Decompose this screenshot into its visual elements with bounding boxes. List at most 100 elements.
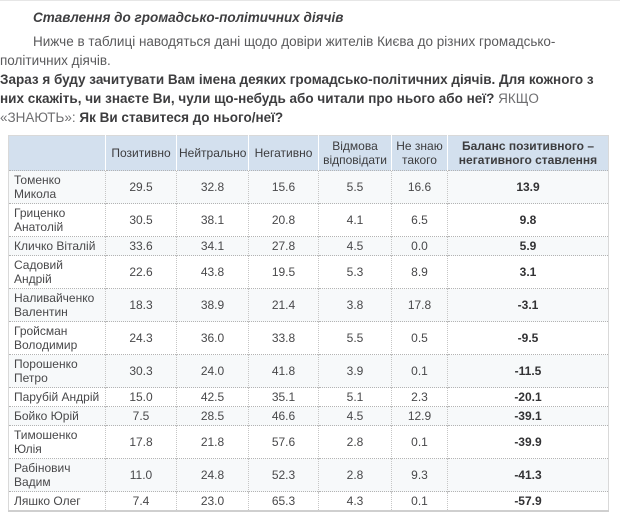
cell-person-name: Наливайченко Валентин (8, 288, 106, 322)
cell-negative: 21.4 (248, 288, 319, 322)
cell-unknown: 9.3 (391, 458, 448, 492)
cell-positive: 30.5 (105, 203, 177, 237)
cell-positive: 29.5 (105, 170, 177, 204)
cell-refuse: 5.3 (318, 255, 392, 289)
cell-neutral: 21.8 (176, 425, 249, 459)
cell-negative: 19.5 (248, 255, 319, 289)
table-row: Гройсман Володимир 24.3 36.0 33.8 5.5 0.… (8, 321, 609, 355)
cell-neutral: 28.5 (176, 406, 249, 426)
cell-neutral: 24.0 (176, 354, 249, 388)
cell-positive: 24.3 (105, 321, 177, 355)
cell-balance: 5.9 (447, 236, 609, 256)
cell-person-name: Гройсман Володимир (8, 321, 106, 355)
cell-neutral: 23.0 (176, 491, 249, 511)
cell-negative: 57.6 (248, 425, 319, 459)
table-row: Томенко Микола 29.5 32.8 15.6 5.5 16.6 1… (8, 170, 609, 204)
cell-positive: 7.5 (105, 406, 177, 426)
cell-negative: 35.1 (248, 387, 319, 407)
cell-refuse: 4.5 (318, 236, 392, 256)
cell-unknown: 8.9 (391, 255, 448, 289)
cell-unknown: 0.5 (391, 321, 448, 355)
cell-negative: 46.6 (248, 406, 319, 426)
table-row: Кличко Віталій 33.6 34.1 27.8 4.5 0.0 5.… (8, 236, 609, 256)
cell-unknown: 16.6 (391, 170, 448, 204)
column-header-name (8, 135, 106, 171)
question-plain-part: ЯКЩО «ЗНАЮТЬ»: (0, 91, 539, 125)
survey-results-table: Позитивно Нейтрально Негативно Відмова в… (8, 135, 609, 512)
cell-neutral: 32.8 (176, 170, 249, 204)
cell-unknown: 2.3 (391, 387, 448, 407)
table-row: Наливайченко Валентин 18.3 38.9 21.4 3.8… (8, 288, 609, 322)
cell-neutral: 34.1 (176, 236, 249, 256)
cell-unknown: 0.1 (391, 491, 448, 511)
cell-unknown: 0.0 (391, 236, 448, 256)
cell-balance: -57.9 (447, 491, 609, 511)
cell-refuse: 5.1 (318, 387, 392, 407)
cell-neutral: 36.0 (176, 321, 249, 355)
table-body: Томенко Микола 29.5 32.8 15.6 5.5 16.6 1… (8, 170, 609, 511)
cell-positive: 7.4 (105, 491, 177, 511)
cell-refuse: 4.1 (318, 203, 392, 237)
column-header-positive: Позитивно (105, 135, 177, 171)
table-header-row: Позитивно Нейтрально Негативно Відмова в… (8, 135, 609, 171)
column-header-balance: Баланс позитивного – негативного ставлен… (447, 135, 609, 171)
cell-person-name: Парубій Андрій (8, 387, 106, 407)
cell-refuse: 5.5 (318, 321, 392, 355)
cell-person-name: Тимошенко Юлія (8, 425, 106, 459)
question-bold-tail: Як Ви ставитеся до нього/неї? (79, 110, 284, 125)
cell-person-name: Порошенко Петро (8, 354, 106, 388)
cell-refuse: 2.8 (318, 458, 392, 492)
cell-unknown: 12.9 (391, 406, 448, 426)
cell-balance: -9.5 (447, 321, 609, 355)
cell-refuse: 3.8 (318, 288, 392, 322)
table-row: Ляшко Олег 7.4 23.0 65.3 4.3 0.1 -57.9 (8, 491, 609, 511)
cell-person-name: Гриценко Анатолій (8, 203, 106, 237)
cell-refuse: 4.3 (318, 491, 392, 511)
intro-paragraph: Нижче в таблиці наводяться дані щодо дов… (0, 34, 556, 68)
cell-refuse: 2.8 (318, 425, 392, 459)
question-paragraph: Зараз я буду зачитувати Вам імена деяких… (0, 70, 620, 127)
cell-balance: 13.9 (447, 170, 609, 204)
cell-positive: 18.3 (105, 288, 177, 322)
cell-refuse: 5.5 (318, 170, 392, 204)
column-header-negative: Негативно (248, 135, 319, 171)
table-row: Гриценко Анатолій 30.5 38.1 20.8 4.1 6.5… (8, 203, 609, 237)
column-header-neutral: Нейтрально (176, 135, 249, 171)
cell-positive: 11.0 (105, 458, 177, 492)
cell-neutral: 38.9 (176, 288, 249, 322)
table-row: Тимошенко Юлія 17.8 21.8 57.6 2.8 0.1 -3… (8, 425, 609, 459)
cell-person-name: Томенко Микола (8, 170, 106, 204)
cell-person-name: Садовий Андрій (8, 255, 106, 289)
cell-unknown: 0.1 (391, 354, 448, 388)
cell-negative: 15.6 (248, 170, 319, 204)
cell-balance: -3.1 (447, 288, 609, 322)
cell-negative: 65.3 (248, 491, 319, 511)
cell-balance: -39.9 (447, 425, 609, 459)
cell-balance: -39.1 (447, 406, 609, 426)
cell-unknown: 6.5 (391, 203, 448, 237)
table-row: Рабінович Вадим 11.0 24.8 52.3 2.8 9.3 -… (8, 458, 609, 492)
cell-negative: 20.8 (248, 203, 319, 237)
cell-positive: 15.0 (105, 387, 177, 407)
cell-person-name: Бойко Юрій (8, 406, 106, 426)
cell-negative: 52.3 (248, 458, 319, 492)
cell-balance: 9.8 (447, 203, 609, 237)
cell-person-name: Рабінович Вадим (8, 458, 106, 492)
cell-unknown: 17.8 (391, 288, 448, 322)
cell-neutral: 24.8 (176, 458, 249, 492)
column-header-unknown: Не знаю такого (391, 135, 448, 171)
question-bold-lead: Зараз я буду зачитувати Вам імена деяких… (0, 72, 594, 106)
table-row: Бойко Юрій 7.5 28.5 46.6 4.5 12.9 -39.1 (8, 406, 609, 426)
cell-refuse: 3.9 (318, 354, 392, 388)
column-header-refuse: Відмова відповідати (318, 135, 392, 171)
cell-neutral: 42.5 (176, 387, 249, 407)
cell-positive: 17.8 (105, 425, 177, 459)
cell-balance: -11.5 (447, 354, 609, 388)
cell-unknown: 0.1 (391, 425, 448, 459)
cell-negative: 27.8 (248, 236, 319, 256)
cell-balance: 3.1 (447, 255, 609, 289)
cell-negative: 41.8 (248, 354, 319, 388)
table-row: Парубій Андрій 15.0 42.5 35.1 5.1 2.3 -2… (8, 387, 609, 407)
page-title: Ставлення до громадсько-політичних діячі… (33, 10, 344, 25)
